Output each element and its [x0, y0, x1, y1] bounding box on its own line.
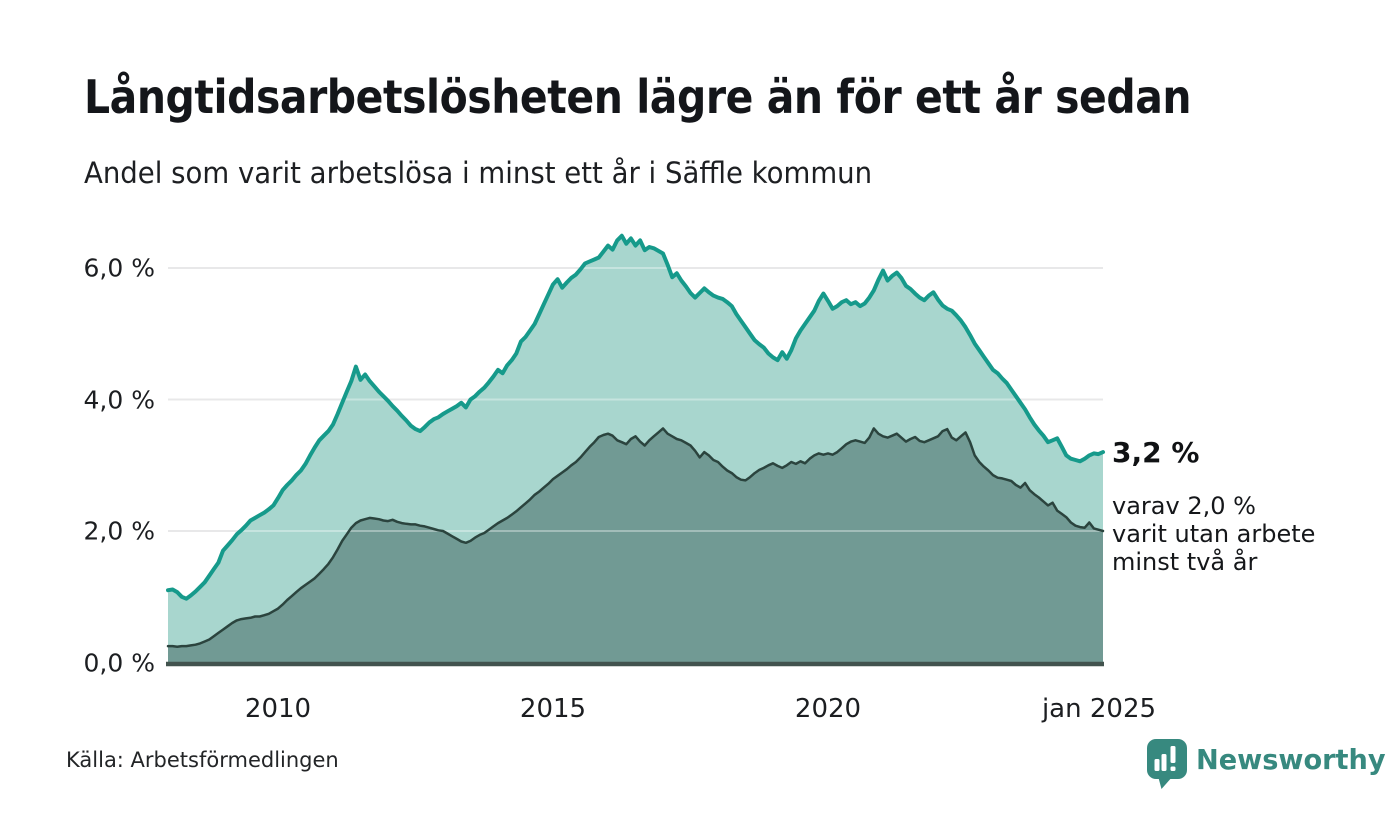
line-unemployed-1yr	[166, 233, 1105, 601]
latest-value-annotation: 3,2 %	[1112, 436, 1200, 469]
y-tick-label: 0,0 %	[83, 648, 155, 677]
annotation-line: varav 2,0 %	[1112, 492, 1256, 520]
page-title: Långtidsarbetslösheten lägre än för ett …	[84, 70, 1192, 124]
newsworthy-brand: Newsworthy	[1146, 738, 1391, 790]
annotation-line: varit utan arbete	[1112, 520, 1316, 548]
x-tick-label: 2015	[519, 694, 587, 724]
x-tick-label: jan 2025	[1041, 694, 1157, 724]
line-unemployed-2yr	[166, 427, 1105, 648]
sub-series-annotation: varav 2,0 % varit utan arbete minst två år	[1112, 492, 1315, 576]
y-tick-label: 4,0 %	[83, 385, 155, 414]
page-subtitle: Andel som varit arbetslösa i minst ett å…	[84, 156, 873, 190]
source-caption: Källa: Arbetsförmedlingen	[66, 748, 339, 772]
annotation-line: minst två år	[1112, 548, 1258, 576]
area-unemployed-2yr	[168, 428, 1103, 663]
x-tick-label: 2010	[244, 694, 312, 724]
newsworthy-logo-icon	[1147, 739, 1187, 789]
y-tick-label: 6,0 %	[83, 253, 155, 283]
y-tick-label: 2,0 %	[83, 516, 155, 546]
newsworthy-brand-name: Newsworthy	[1196, 743, 1386, 776]
x-tick-label: 2020	[794, 694, 862, 724]
